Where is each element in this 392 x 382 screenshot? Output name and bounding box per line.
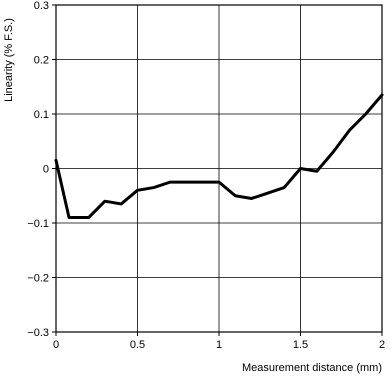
y-axis-tick-labels: 0.3 0.2 0.1 0 −0.1 −0.2 −0.3: [27, 0, 49, 339]
x-axis-tick-labels: 0 0.5 1 1.5 2: [53, 339, 385, 351]
x-tick-label: 1: [216, 339, 222, 351]
x-tick-label: 0.5: [130, 339, 145, 351]
x-tick-label: 2: [379, 339, 385, 351]
y-tick-label: 0.3: [34, 0, 49, 12]
y-tick-label: −0.3: [27, 327, 49, 339]
y-tick-label: 0.1: [34, 109, 49, 121]
x-axis-label: Measurement distance (mm): [242, 362, 382, 374]
axis-ticks: [52, 4, 383, 336]
x-tick-label: 1.5: [293, 339, 308, 351]
x-tick-label: 0: [53, 339, 59, 351]
y-axis-label: Linearity (% F.S.): [3, 18, 15, 102]
series-line: [54, 93, 384, 220]
y-tick-label: 0.2: [34, 55, 49, 67]
y-tick-label: 0: [43, 164, 49, 176]
y-tick-label: −0.2: [27, 273, 49, 285]
y-tick-label: −0.1: [27, 218, 49, 230]
